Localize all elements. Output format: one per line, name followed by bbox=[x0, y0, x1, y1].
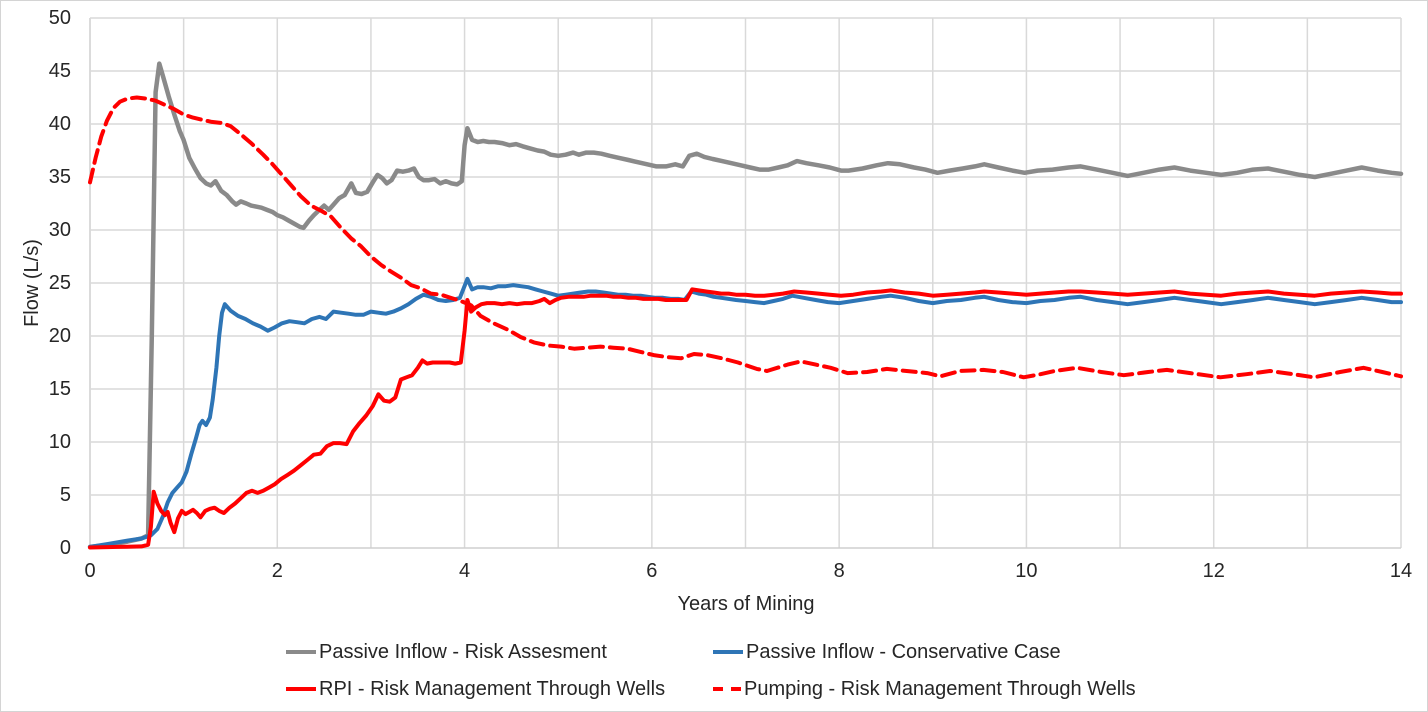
y-tick-label: 10 bbox=[48, 431, 71, 453]
legend: Passive Inflow - Risk Assesment Passive I… bbox=[286, 637, 1136, 704]
series-line-passive-inflow-conservative-case bbox=[88, 276, 1403, 549]
legend-label: Pumping - Risk Management Through Wells bbox=[744, 677, 1136, 700]
y-tick-label: 30 bbox=[48, 219, 71, 241]
series-line-rpi-risk-management-through-wells bbox=[88, 287, 1403, 550]
y-tick-label: 20 bbox=[48, 325, 71, 347]
series-line-pumping-risk-management-through-wells bbox=[88, 95, 1403, 380]
y-tick-label: 35 bbox=[48, 166, 71, 188]
y-tick-label: 40 bbox=[48, 113, 71, 135]
legend-marker-pumping-risk-management-through-wells bbox=[713, 686, 741, 692]
y-tick-label: 15 bbox=[48, 378, 71, 400]
x-tick-label: 10 bbox=[1015, 560, 1038, 582]
y-tick-label: 25 bbox=[48, 272, 71, 294]
legend-marker-passive-inflow-risk-assesment bbox=[286, 649, 316, 655]
x-tick-label: 4 bbox=[459, 560, 471, 582]
x-tick-label: 0 bbox=[84, 560, 96, 582]
legend-marker-passive-inflow-conservative-case bbox=[713, 649, 743, 655]
legend-item-passive-inflow-conservative-case: Passive Inflow - Conservative Case bbox=[713, 637, 1136, 667]
legend-item-passive-inflow-risk-assesment: Passive Inflow - Risk Assesment bbox=[286, 637, 713, 667]
y-tick-label: 5 bbox=[59, 484, 71, 506]
x-tick-label: 14 bbox=[1389, 560, 1413, 582]
y-tick-label: 0 bbox=[59, 537, 71, 559]
x-axis-title: Years of Mining bbox=[677, 593, 815, 615]
legend-item-rpi-risk-management-through-wells: RPI - Risk Management Through Wells bbox=[286, 674, 713, 704]
legend-marker-rpi-risk-management-through-wells bbox=[286, 686, 316, 692]
x-tick-label: 6 bbox=[646, 560, 658, 582]
series-line-passive-inflow-risk-assesment bbox=[87, 61, 1404, 550]
x-tick-label: 12 bbox=[1202, 560, 1225, 582]
legend-label: RPI - Risk Management Through Wells bbox=[319, 677, 666, 700]
y-tick-label: 45 bbox=[48, 60, 71, 82]
legend-label: Passive Inflow - Conservative Case bbox=[746, 640, 1061, 663]
legend-item-pumping-risk-management-through-wells: Pumping - Risk Management Through Wells bbox=[713, 674, 1136, 704]
x-tick-label: 2 bbox=[271, 560, 283, 582]
x-tick-label: 8 bbox=[833, 560, 845, 582]
legend-label: Passive Inflow - Risk Assesment bbox=[319, 640, 607, 663]
y-tick-label: 50 bbox=[48, 7, 71, 29]
